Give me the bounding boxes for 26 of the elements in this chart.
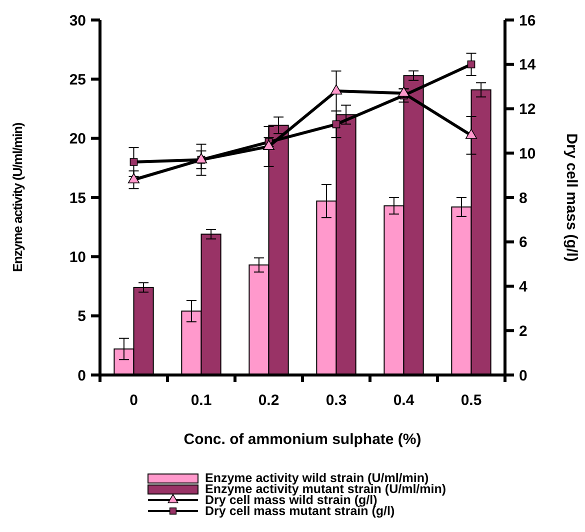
y-axis-title: Enzyme activity (U/ml/min) bbox=[10, 122, 25, 272]
y-tick-label: 10 bbox=[69, 248, 86, 266]
x-axis-title: Conc. of ammonium sulphate (%) bbox=[184, 431, 422, 448]
y2-tick-label: 16 bbox=[519, 12, 536, 30]
y2-tick-label: 0 bbox=[519, 367, 528, 384]
y-tick-label: 20 bbox=[69, 130, 86, 148]
legend-label: Enzyme activity wild strain (U/ml/min) bbox=[205, 471, 429, 485]
y2-tick-label: 12 bbox=[519, 101, 536, 118]
y2-axis-title: Dry cell mass (g/l) bbox=[563, 133, 580, 262]
x-tick-label: 0.1 bbox=[190, 392, 212, 409]
y2-tick-label: 4 bbox=[519, 278, 528, 296]
y-tick-label: 0 bbox=[78, 367, 86, 384]
x-tick-label: 0.5 bbox=[460, 392, 482, 409]
y2-tick-label: 14 bbox=[519, 56, 536, 74]
y2-tick-label: 10 bbox=[519, 145, 536, 162]
x-tick-label: 0 bbox=[130, 392, 138, 409]
y2-tick-label: 8 bbox=[519, 190, 528, 207]
y-tick-label: 15 bbox=[69, 190, 86, 207]
x-tick-label: 0.3 bbox=[326, 392, 347, 409]
y-tick-label: 30 bbox=[69, 12, 86, 30]
y-tick-label: 25 bbox=[69, 71, 86, 88]
x-tick-label: 0.2 bbox=[258, 392, 280, 409]
x-tick-label: 0.4 bbox=[393, 392, 415, 409]
y2-tick-label: 6 bbox=[519, 234, 528, 252]
y2-tick-label: 2 bbox=[519, 322, 528, 340]
y-tick-label: 5 bbox=[78, 308, 86, 326]
